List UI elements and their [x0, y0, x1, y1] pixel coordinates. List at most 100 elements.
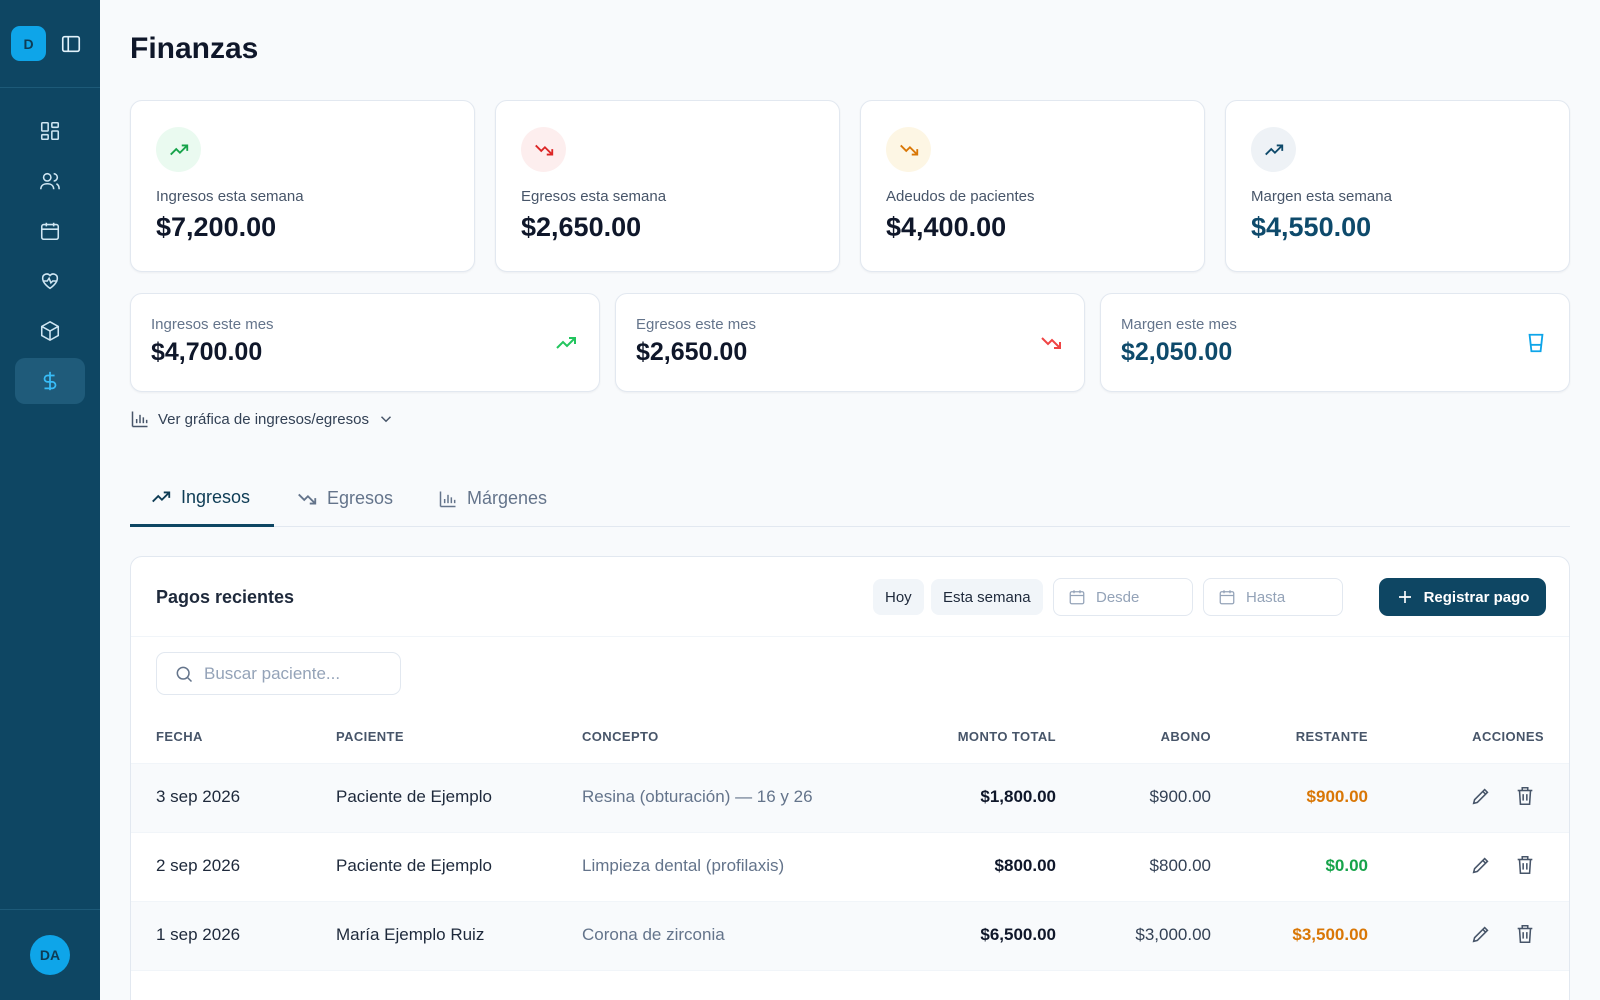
payments-title: Pagos recientes	[156, 587, 295, 607]
delete-button[interactable]	[1513, 784, 1537, 808]
stat-value: $2,650.00	[521, 212, 642, 242]
cell-date: 2 sep 2026	[156, 856, 241, 875]
trending-down-icon	[298, 493, 317, 504]
cell-remaining: $3,500.00	[1292, 925, 1368, 944]
search-placeholder: Buscar paciente...	[204, 663, 341, 683]
cell-date: 1 sep 2026	[156, 925, 241, 944]
col-concept[interactable]: CONCEPTO	[582, 729, 659, 744]
cell-concept: Resina (obturación) — 16 y 26	[582, 787, 813, 806]
table-row[interactable]: 3 sep 2026 Paciente de Ejemplo Resina (o…	[131, 763, 1569, 832]
users-icon	[40, 172, 60, 190]
search-icon	[176, 666, 193, 682]
edit-button[interactable]	[1469, 853, 1493, 877]
trending-up-icon	[553, 330, 579, 356]
chart-toggle[interactable]: Ver gráfica de ingresos/egresos	[130, 409, 395, 429]
sidebar-header: D	[0, 0, 100, 88]
cell-total: $1,800.00	[980, 787, 1056, 806]
pencil-icon	[1472, 926, 1489, 943]
cell-paid: $900.00	[1149, 787, 1211, 806]
dashboard-icon	[40, 121, 60, 141]
stat-label: Egresos este mes	[636, 316, 757, 333]
trending-down-icon	[521, 127, 566, 172]
sidebar: D DA	[0, 0, 100, 1000]
stat-card-monthly-expenses: Egresos este mes $2,650.00	[615, 293, 1085, 392]
register-payment-button[interactable]: Registrar pago	[1379, 578, 1546, 616]
col-remaining[interactable]: RESTANTE	[1295, 729, 1368, 744]
trending-up-icon	[156, 127, 201, 172]
cell-total: $6,500.00	[980, 925, 1056, 944]
date-from-placeholder: Desde	[1096, 588, 1140, 606]
stat-label: Adeudos de pacientes	[886, 188, 1035, 205]
delete-button[interactable]	[1513, 922, 1537, 946]
bar-chart-icon	[131, 411, 148, 428]
cell-remaining: $900.00	[1306, 787, 1368, 806]
tab-label: Egresos	[327, 488, 394, 508]
col-date[interactable]: FECHA	[156, 729, 203, 744]
stat-label: Margen este mes	[1121, 316, 1237, 333]
sidebar-item-calendar[interactable]	[15, 208, 85, 254]
row-actions	[1469, 922, 1537, 946]
col-total[interactable]: MONTO TOTAL	[957, 729, 1056, 744]
table-row[interactable]: 1 sep 2026 María Ejemplo Ruiz Corona de …	[131, 901, 1569, 970]
calendar-icon	[1219, 590, 1235, 605]
row-actions	[1469, 853, 1537, 877]
date-from-input[interactable]: Desde	[1053, 578, 1193, 616]
col-patient[interactable]: PACIENTE	[336, 729, 404, 744]
delete-button[interactable]	[1513, 853, 1537, 877]
chart-toggle-label: Ver gráfica de ingresos/egresos	[158, 410, 369, 428]
stat-value: $4,700.00	[151, 338, 263, 366]
stat-value: $4,400.00	[886, 212, 1007, 242]
stat-card-weekly-margin: Margen esta semana $4,550.00	[1225, 100, 1570, 272]
table-row[interactable]: 2 sep 2026 Paciente de Ejemplo Limpieza …	[131, 832, 1569, 901]
filter-today-button[interactable]: Hoy	[873, 579, 924, 615]
recent-payments-card: Pagos recientes Hoy Esta semana Desde Ha…	[130, 556, 1570, 1000]
cell-total: $800.00	[994, 856, 1056, 875]
page-title: Finanzas	[130, 32, 259, 65]
calendar-icon	[40, 222, 60, 241]
sidebar-footer: DA	[0, 909, 100, 1000]
trash-icon	[1517, 924, 1533, 944]
cell-patient: Paciente de Ejemplo	[336, 787, 492, 806]
heart-pulse-icon	[41, 273, 59, 290]
pencil-icon	[1472, 857, 1489, 874]
sidebar-item-health[interactable]	[15, 258, 85, 304]
col-actions: ACCIONES	[1472, 729, 1544, 744]
sidebar-item-dashboard[interactable]	[15, 108, 85, 154]
date-to-placeholder: Hasta	[1246, 588, 1286, 606]
stat-value: $4,550.00	[1251, 212, 1372, 242]
filter-week-button[interactable]: Esta semana	[931, 579, 1043, 615]
stat-card-weekly-expenses: Egresos esta semana $2,650.00	[495, 100, 840, 272]
tab-label: Márgenes	[467, 488, 548, 508]
stat-value: $7,200.00	[156, 212, 277, 242]
pencil-icon	[1472, 788, 1489, 805]
avatar[interactable]: DA	[30, 935, 70, 975]
dollar-icon	[43, 371, 57, 391]
stat-label: Ingresos esta semana	[156, 188, 304, 205]
edit-button[interactable]	[1469, 784, 1493, 808]
app-logo[interactable]: D	[11, 26, 46, 61]
sidebar-toggle-icon[interactable]	[60, 33, 82, 55]
tab-ingresos[interactable]: Ingresos	[130, 470, 274, 527]
trending-up-icon	[1251, 127, 1296, 172]
sidebar-item-inventory[interactable]	[15, 308, 85, 354]
tab-egresos[interactable]: Egresos	[276, 470, 413, 527]
sidebar-nav	[15, 108, 85, 408]
cell-paid: $3,000.00	[1135, 925, 1211, 944]
table-row[interactable]	[131, 970, 1569, 1000]
cell-remaining: $0.00	[1325, 856, 1368, 875]
payments-header: Pagos recientes Hoy Esta semana Desde Ha…	[131, 557, 1569, 637]
cell-concept: Corona de zirconia	[582, 925, 725, 944]
cell-patient: María Ejemplo Ruiz	[336, 925, 485, 944]
sidebar-item-patients[interactable]	[15, 158, 85, 204]
edit-button[interactable]	[1469, 922, 1493, 946]
finance-tabs: Ingresos Egresos Márgenes	[130, 470, 1570, 527]
stat-label: Egresos esta semana	[521, 188, 667, 205]
stat-label: Ingresos este mes	[151, 316, 274, 333]
cell-date: 3 sep 2026	[156, 787, 241, 806]
col-paid[interactable]: ABONO	[1160, 729, 1211, 744]
tab-margenes[interactable]: Márgenes	[418, 470, 567, 527]
date-to-input[interactable]: Hasta	[1203, 578, 1343, 616]
cell-concept: Limpieza dental (profilaxis)	[582, 856, 785, 875]
sidebar-item-finances[interactable]	[15, 358, 85, 404]
search-patient-input[interactable]: Buscar paciente...	[156, 652, 401, 695]
